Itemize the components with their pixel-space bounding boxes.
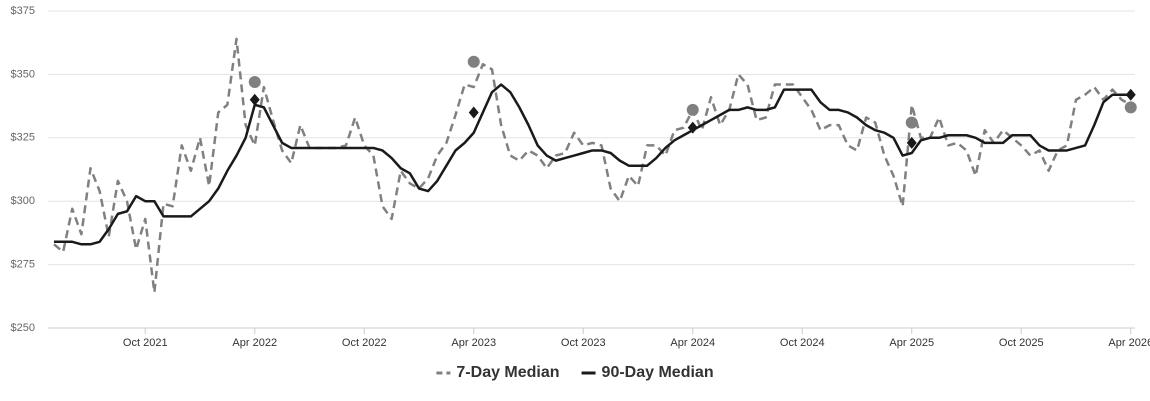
- marker-circle: [686, 103, 699, 116]
- marker-circle: [248, 76, 261, 89]
- series-line: [53, 37, 1132, 294]
- x-tick-label: Oct 2021: [123, 337, 168, 349]
- y-tick-label: $325: [11, 132, 35, 144]
- x-tick-label: Apr 2025: [889, 337, 934, 349]
- x-tick-label: Oct 2023: [561, 337, 606, 349]
- x-tick-label: Oct 2022: [342, 337, 387, 349]
- marker-circle: [905, 116, 918, 129]
- x-tick-label: Apr 2022: [232, 337, 277, 349]
- marker-diamond: [249, 93, 260, 106]
- marker-diamond: [906, 136, 917, 149]
- y-tick-label: $375: [11, 5, 35, 17]
- x-tick-label: Apr 2024: [670, 337, 715, 349]
- y-tick-label: $250: [11, 322, 35, 334]
- x-tick-label: Oct 2024: [780, 337, 825, 349]
- marker-diamond: [1125, 88, 1136, 101]
- marker-diamond: [468, 106, 479, 119]
- y-tick-label: $300: [11, 195, 35, 207]
- legend-label: 7-Day Median: [456, 364, 559, 381]
- y-tick-label: $350: [11, 68, 35, 80]
- y-tick-label: $275: [11, 259, 35, 271]
- marker-diamond: [687, 121, 698, 134]
- x-tick-label: Oct 2025: [999, 337, 1044, 349]
- x-tick-label: Apr 2023: [451, 337, 496, 349]
- legend-label: 90-Day Median: [602, 364, 714, 381]
- x-tick-label: Apr 2026: [1108, 337, 1150, 349]
- marker-circle: [467, 55, 480, 68]
- marker-circle: [1124, 101, 1137, 114]
- series-line: [54, 83, 1131, 246]
